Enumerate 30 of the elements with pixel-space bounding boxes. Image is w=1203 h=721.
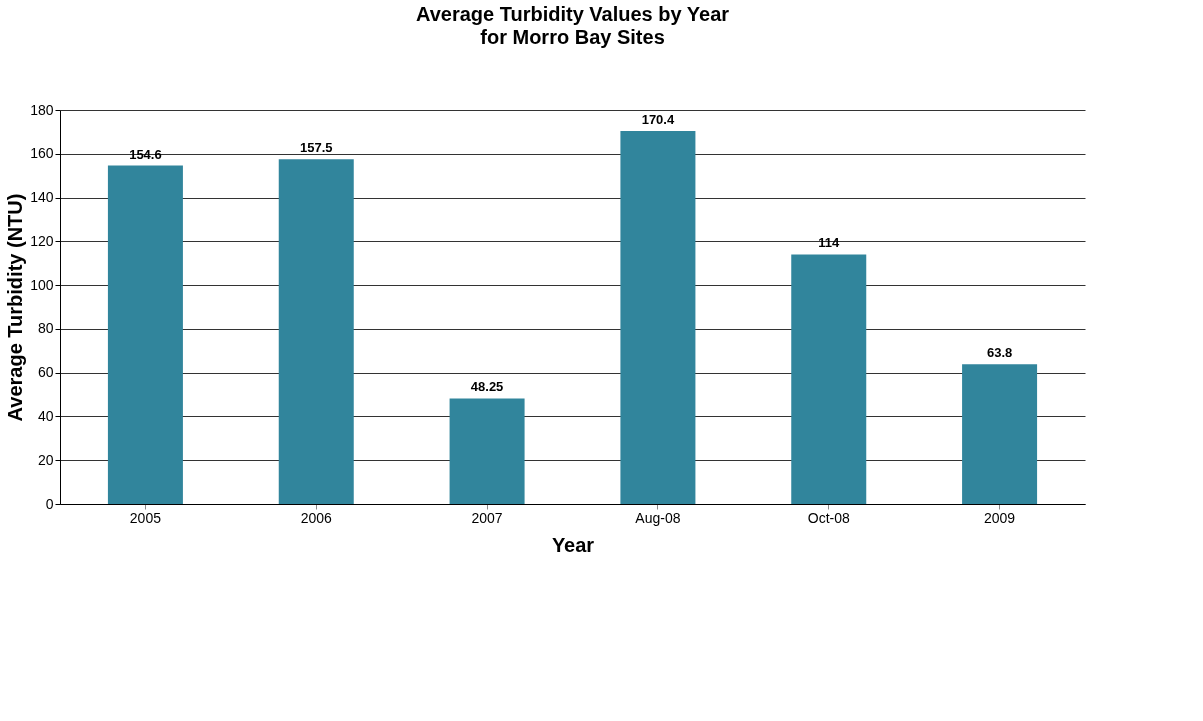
x-tick-label: Aug-08 <box>635 509 681 526</box>
bar <box>791 254 867 504</box>
y-tick-label: 180 <box>30 101 54 118</box>
bar <box>449 398 525 504</box>
data-label: 63.8 <box>986 345 1013 361</box>
y-tick-label: 0 <box>45 495 54 512</box>
chart-subtitle: for Morro Bay Sites <box>480 26 665 48</box>
x-tick-label: 2007 <box>471 509 503 526</box>
x-axis-title: Year <box>551 533 595 556</box>
y-tick-label: 20 <box>37 451 54 468</box>
y-axis-title: Average Turbidity (NTU) <box>4 193 27 422</box>
x-tick-label: 2009 <box>984 509 1016 526</box>
y-tick-label: 100 <box>30 276 54 293</box>
bar <box>278 159 354 504</box>
x-tick-label: 2005 <box>129 509 162 526</box>
y-tick-label: 160 <box>30 145 54 162</box>
y-tick-label: 140 <box>30 189 54 206</box>
x-tick-label: Oct-08 <box>807 509 850 526</box>
y-tick-label: 60 <box>37 364 54 381</box>
bar <box>962 364 1038 504</box>
data-label: 48.25 <box>470 379 504 395</box>
x-tick-label: 2006 <box>300 509 333 526</box>
bar <box>107 165 183 504</box>
chart-title: Average Turbidity Values by Year <box>415 3 730 25</box>
bar <box>620 131 696 504</box>
y-tick-label: 120 <box>30 232 54 249</box>
y-tick-label: 80 <box>37 320 54 337</box>
data-label: 157.5 <box>299 140 333 156</box>
y-tick-label: 40 <box>37 407 54 424</box>
data-label: 170.4 <box>641 112 675 128</box>
